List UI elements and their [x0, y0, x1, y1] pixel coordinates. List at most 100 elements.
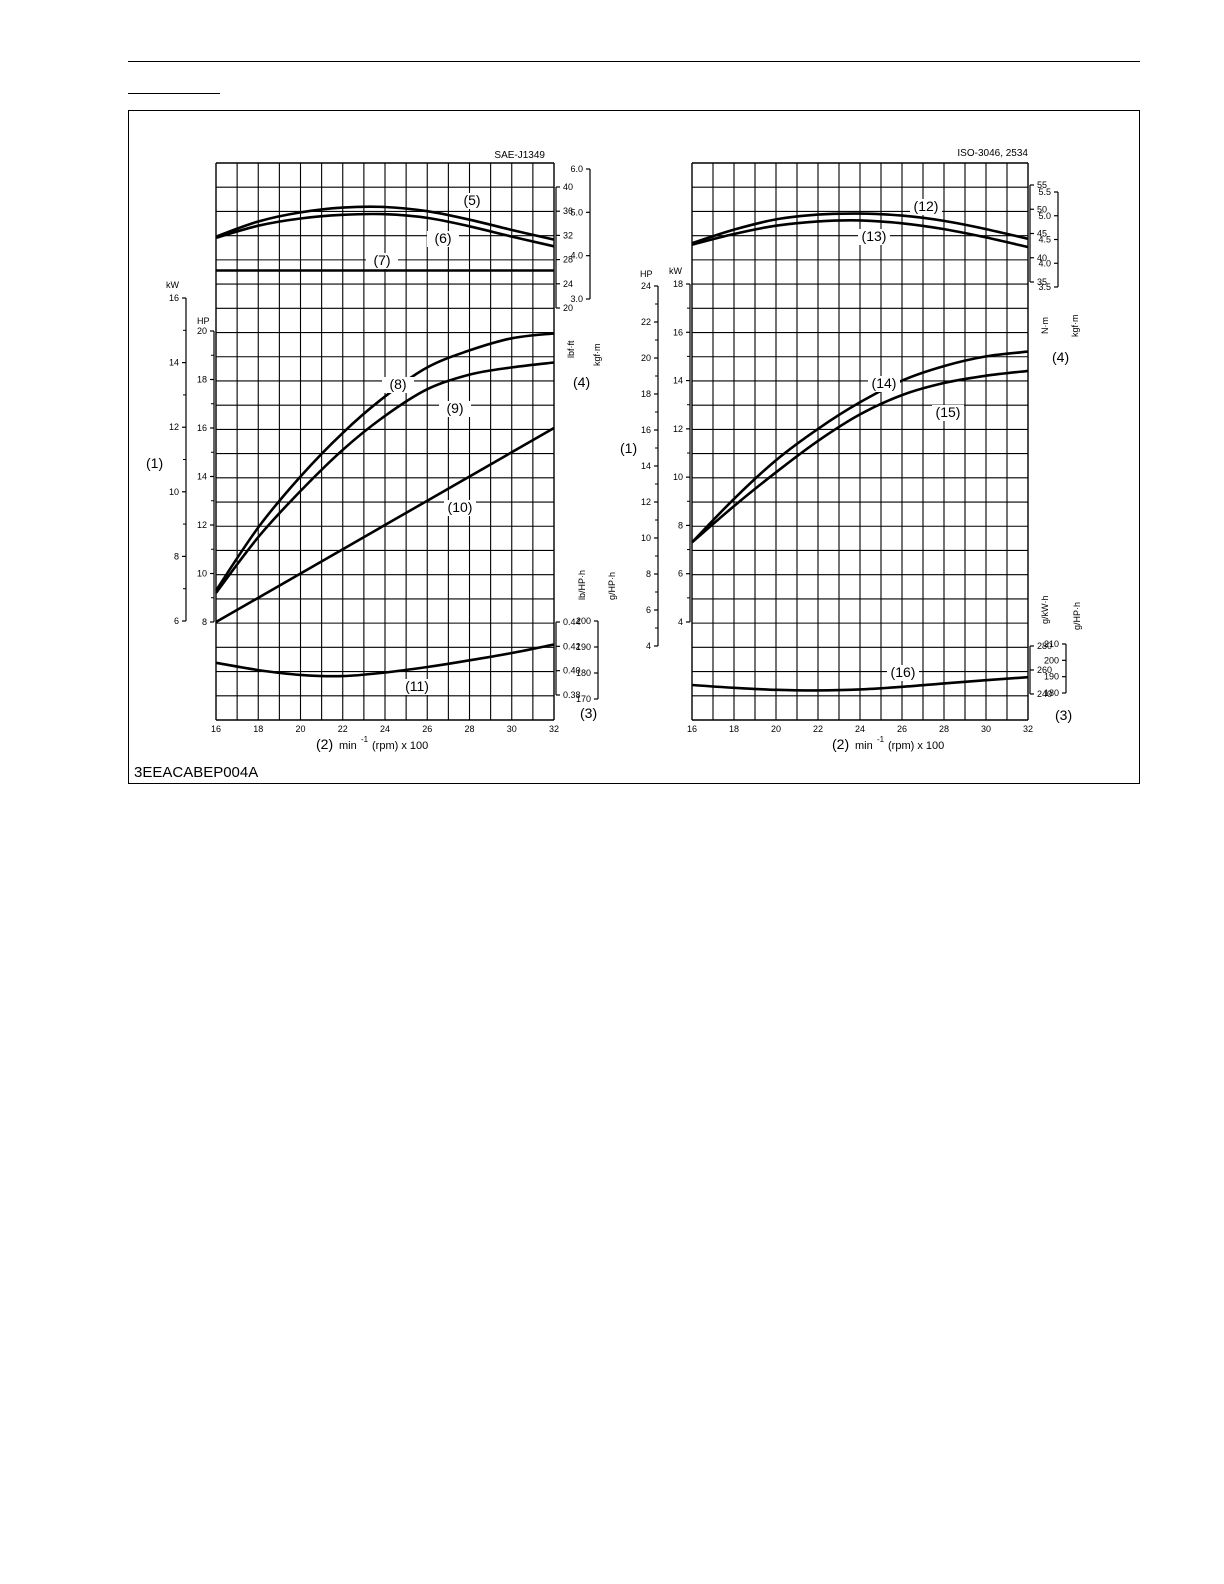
y-tick-label: 14: [641, 461, 651, 471]
svg-text:(2): (2): [832, 736, 849, 752]
y-tick-label: 4.5: [1038, 235, 1051, 245]
y-tick-label: 12: [169, 422, 179, 432]
axis-unit-label: kW: [166, 280, 180, 290]
series-label-bg: [382, 377, 414, 393]
chart-series: [214, 205, 555, 678]
axis-unit-label: lbf·ft: [566, 340, 576, 358]
y-tick-label: 200: [576, 616, 591, 626]
series-line-1: [691, 219, 1029, 249]
series-label-bg: [868, 376, 900, 392]
axis-ticks: 16 18 20 22 24 26 28 30 32 6 8 10 12 14 16 8 10 12 14 16 18 2…: [146, 164, 617, 734]
svg-text:-1: -1: [877, 735, 885, 744]
series-label: (10): [448, 499, 473, 515]
y-tick-label: 190: [576, 642, 591, 652]
series-label: (15): [936, 404, 961, 420]
y-tick-label: 0.44: [563, 617, 581, 627]
series-label: (6): [434, 230, 451, 246]
y-tick-label: 18: [197, 375, 207, 385]
y-tick-label: 24: [641, 281, 651, 291]
y-tick-label: 20: [563, 303, 573, 313]
chart-sae-j1349: SAE-J1349 16 18 20 22 24 26 28 30 32681012141681…: [146, 150, 617, 752]
y-tick-label: 10: [641, 533, 651, 543]
y-tick-label: 14: [169, 358, 179, 368]
axis-unit-label: g/HP·h: [1072, 602, 1082, 630]
y-tick-label: 4.0: [1038, 258, 1051, 268]
y-tick-label: 28: [563, 255, 573, 265]
series-callouts: (12) (13) (14) (15) (16): [858, 198, 964, 681]
y-tick-label: 240: [1037, 689, 1052, 699]
y-tick-label: 10: [673, 472, 683, 482]
x-tick-label: 26: [897, 724, 907, 734]
axis-unit-label: g/HP·h: [607, 572, 617, 600]
x-tick-label: 30: [981, 724, 991, 734]
y-tick-label: 6: [678, 569, 683, 579]
y-tick-label: 0.40: [563, 666, 581, 676]
x-axis-label: (2) min -1 (rpm) x 100: [832, 735, 944, 752]
series-label-bg: [427, 231, 459, 247]
figure-code: 3EEACABEP004A: [134, 764, 259, 781]
y-tick-label: 6: [646, 605, 651, 615]
series-line-5: [215, 426, 555, 624]
x-tick-label: 28: [939, 724, 949, 734]
x-tick-label: 32: [1023, 724, 1033, 734]
axis-unit-label: kgf·m: [1070, 315, 1080, 338]
series-label-bg: [439, 401, 471, 417]
y-tick-label: 22: [641, 317, 651, 327]
y-tick-label: 10: [197, 569, 207, 579]
y-tick-label: 55: [1037, 180, 1047, 190]
series-label: (16): [891, 664, 916, 680]
y-tick-label: 14: [673, 376, 683, 386]
axis-ticks: 16 18 20 22 24 26 28 30 32 4 6 8 10 12 14 16 18 20 22 24 4 6 8…: [620, 180, 1082, 734]
y-tick-label: 4.0: [570, 251, 583, 261]
y-tick-label: 16: [169, 293, 179, 303]
axis-unit-label: kgf·m: [592, 344, 602, 367]
x-tick-label: 24: [380, 724, 390, 734]
chart-title: ISO-3046, 2534: [957, 148, 1028, 159]
y-tick-label: 0.38: [563, 690, 581, 700]
axis-unit-label: (3): [580, 705, 597, 721]
x-tick-label: 26: [422, 724, 432, 734]
series-label-bg: [910, 199, 942, 215]
y-tick-label: 4: [646, 641, 651, 651]
y-tick-label: 24: [563, 279, 573, 289]
y-tick-label: 5.5: [1038, 187, 1051, 197]
x-tick-label: 18: [253, 724, 263, 734]
series-line-2: [691, 350, 1029, 544]
y-tick-label: 200: [1044, 655, 1059, 665]
series-line-0: [691, 212, 1029, 245]
y-tick-label: 8: [646, 569, 651, 579]
chart-grid: [215, 162, 555, 721]
axis-unit-label: (4): [1052, 349, 1069, 365]
x-tick-label: 32: [549, 724, 559, 734]
y-tick-label: 14: [197, 472, 207, 482]
series-line-6: [215, 643, 555, 678]
y-tick-label: 4: [678, 617, 683, 627]
series-label-bg: [887, 665, 919, 681]
series-label-bg: [932, 405, 964, 421]
y-tick-label: 5.0: [570, 207, 583, 217]
x-tick-label: 16: [211, 724, 221, 734]
y-tick-label: 16: [197, 423, 207, 433]
series-label-bg: [366, 253, 398, 269]
series-line-1: [215, 212, 555, 248]
y-tick-label: 8: [174, 551, 179, 561]
y-tick-label: 180: [576, 668, 591, 678]
x-tick-label: 28: [464, 724, 474, 734]
y-tick-label: 12: [641, 497, 651, 507]
x-tick-label: 22: [338, 724, 348, 734]
figure-frame: [128, 110, 1140, 784]
chart-iso-3046-2534: ISO-3046, 2534 16 18 20 22 24 26 28 30 32 4 6 8 10 12…: [620, 148, 1082, 752]
y-tick-label: 6.0: [570, 164, 583, 174]
y-tick-label: 8: [678, 520, 683, 530]
series-label: (14): [872, 375, 897, 391]
axis-unit-label: (3): [1055, 707, 1072, 723]
y-tick-label: 3.5: [1038, 282, 1051, 292]
header-rule: [128, 61, 1140, 62]
y-tick-label: 190: [1044, 672, 1059, 682]
series-line-3: [214, 332, 555, 592]
x-tick-label: 20: [295, 724, 305, 734]
chart-grid: [691, 162, 1029, 721]
x-tick-label: 24: [855, 724, 865, 734]
svg-text:(rpm) x 100: (rpm) x 100: [372, 740, 428, 752]
